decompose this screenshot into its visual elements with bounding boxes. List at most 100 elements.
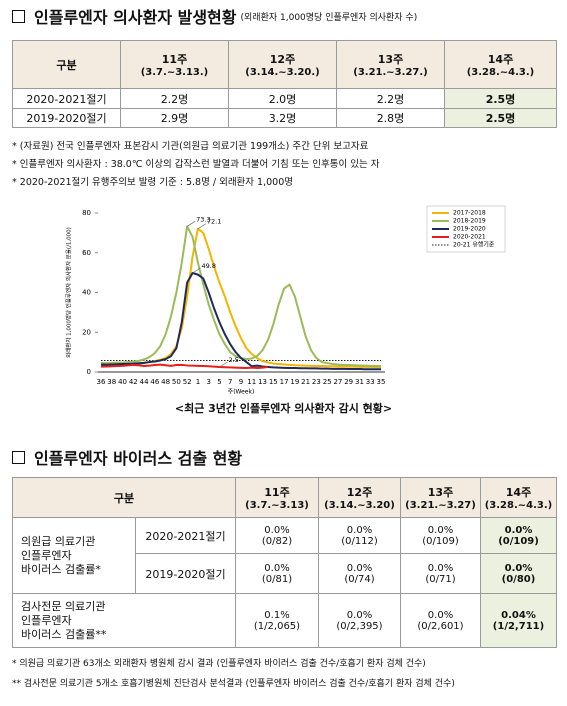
x-tick-label: 25	[323, 378, 332, 386]
annotation-leader	[192, 267, 201, 274]
rate: 0.0%	[346, 562, 373, 574]
x-tick-label: 52	[183, 378, 192, 386]
dates: (3.7.~3.13)	[245, 500, 309, 511]
group-label-line: 바이러스 검출률*	[21, 562, 101, 576]
note: * 2020-2021절기 유행주의보 발령 기준 : 5.8명 / 외래환자 …	[12, 177, 293, 188]
count: (0/112)	[341, 535, 378, 547]
row-label: 2020-2021절기	[135, 517, 236, 554]
week: 11주	[264, 486, 290, 499]
week: 14주	[505, 486, 532, 499]
count: (1/2,711)	[492, 620, 545, 632]
rate: 0.0%	[504, 562, 533, 574]
x-tick-label: 42	[129, 378, 138, 386]
annotation: 73.3	[196, 215, 210, 223]
count: (0/109)	[422, 535, 459, 547]
cell: 2.0명	[228, 88, 337, 109]
y-tick-label: 80	[82, 209, 91, 217]
x-tick-label: 11	[247, 378, 256, 386]
checkbox-icon	[12, 450, 25, 464]
rate: 0.0%	[504, 524, 533, 536]
header-cell: 13주 (3.21.~3.27.)	[336, 40, 445, 89]
row: 2019-2020절기 2.9명 3.2명 2.8명 2.5명	[12, 108, 557, 128]
x-tick-label: 15	[269, 378, 278, 386]
chart-caption: <최근 3년간 인플루엔자 의사환자 감시 현황>	[174, 402, 393, 415]
group-label-line: 바이러스 검출률**	[21, 627, 107, 641]
row: 검사전문 의료기관 인플루엔자 바이러스 검출률** 0.1% (1/2,065) 0.0…	[12, 593, 557, 648]
y-tick-label: 60	[82, 249, 91, 257]
cell: 0.1% (1/2,065)	[235, 593, 319, 648]
week: 11주	[161, 53, 188, 66]
count: (0/74)	[344, 573, 375, 585]
notes: * 의원급 의료기관 63개소 외래환자 병원체 감시 결과 (인플루엔자 바이…	[12, 654, 455, 694]
series-line	[100, 225, 381, 368]
cell: 0.0% (0/80)	[480, 553, 557, 594]
y-tick-label: 0	[87, 368, 91, 376]
x-tick-label: 9	[239, 378, 243, 386]
count: (0/80)	[501, 573, 536, 585]
cell: 2.2명	[120, 88, 229, 109]
count: (0/2,601)	[417, 620, 464, 632]
dates: (3.14.~3.20)	[324, 500, 395, 511]
cell: 2.9명	[120, 108, 229, 128]
x-tick-label: 19	[290, 378, 299, 386]
cell: 0.0% (0/109)	[400, 517, 481, 554]
cell: 0.04% (1/2,711)	[480, 593, 557, 648]
header-cell: 구분	[12, 40, 121, 89]
row: 2020-2021절기 2.2명 2.0명 2.2명 2.5명	[12, 88, 557, 109]
week: 13주	[377, 53, 404, 66]
rate: 0.0%	[427, 524, 454, 536]
header-row: 구분 11주 (3.7.~3.13) 12주 (3.14.~3.20) 13주 (3.21.…	[12, 477, 557, 518]
rate: 0.1%	[264, 609, 290, 621]
notes: * (자료원) 전국 인플루엔자 표본감시 기관(의원급 의료기관 199개소)…	[12, 138, 379, 192]
annotation-leader	[219, 361, 228, 368]
cell: 0.0% (0/71)	[400, 553, 481, 594]
x-tick-label: 33	[366, 378, 375, 386]
group-label-line: 의원급 의료기관	[21, 534, 96, 548]
annotation-leader	[197, 223, 207, 229]
legend-label: 2018-2019	[453, 218, 486, 225]
cell: 3.2명	[228, 108, 337, 128]
section-title: 인플루엔자 바이러스 검출 현황	[12, 445, 242, 469]
week: 14주	[487, 53, 514, 66]
dates: (3.21.~3.27)	[405, 500, 476, 511]
y-axis-label: 외래환자 1,000명당 인플루엔자 의사환자 분율(/1,000)	[65, 227, 73, 358]
legend-label: 2019-2020	[453, 226, 486, 233]
x-tick-label: 17	[280, 378, 289, 386]
table: 구분 11주 (3.7.~3.13) 12주 (3.14.~3.20) 13주 (3.21.…	[12, 477, 557, 648]
x-tick-label: 35	[377, 378, 386, 386]
rate: 0.0%	[346, 524, 373, 536]
table: 구분 11주 (3.7.~3.13.) 12주 (3.14.~3.20.) 13주 (3.2…	[12, 40, 557, 128]
week: 12주	[346, 486, 373, 499]
x-tick-label: 48	[161, 378, 170, 386]
legend-label: 20-21 유행기준	[453, 241, 495, 249]
legend-label: 2020-2021	[453, 234, 486, 241]
cell: 2.5명	[444, 88, 557, 109]
y-tick-label: 40	[82, 289, 91, 297]
checkbox-icon	[12, 9, 25, 23]
cell: 0.0% (0/109)	[480, 517, 557, 554]
x-tick-label: 23	[312, 378, 321, 386]
note: * 의원급 의료기관 63개소 외래환자 병원체 감시 결과 (인플루엔자 바이…	[12, 659, 426, 669]
header-cell: 12주 (3.14.~3.20)	[318, 477, 401, 518]
x-axis-label: 주(Week)	[228, 389, 255, 396]
x-tick-label: 27	[333, 378, 342, 386]
cell: 0.0% (0/2,395)	[318, 593, 401, 648]
row: 의원급 의료기관 인플루엔자 바이러스 검출률* 2020-2021절기 0.0% (0/…	[12, 517, 557, 594]
note: ** 검사전문 의료기관 5개소 호흡기병원체 진단검사 분석결과 (인플루엔자…	[12, 679, 455, 689]
x-tick-label: 31	[355, 378, 364, 386]
legend-label: 2017-2018	[453, 210, 486, 217]
rate: 0.0%	[264, 562, 290, 574]
group-label-line: 인플루엔자	[21, 548, 72, 562]
rate: 0.0%	[427, 609, 454, 621]
group-label-line: 인플루엔자	[21, 613, 72, 627]
x-tick-label: 3	[206, 378, 210, 386]
group-label: 검사전문 의료기관 인플루엔자 바이러스 검출률**	[12, 593, 236, 648]
count: (0/2,395)	[336, 620, 383, 632]
note: * 인플루엔자 의사환자 : 38.0℃ 이상의 갑작스런 발열과 더불어 기침…	[12, 159, 380, 170]
x-tick-label: 44	[140, 378, 149, 386]
dates: (3.28.~4.3.)	[484, 500, 553, 511]
annotation: 72.1	[207, 218, 221, 226]
rate: 0.0%	[427, 562, 454, 574]
